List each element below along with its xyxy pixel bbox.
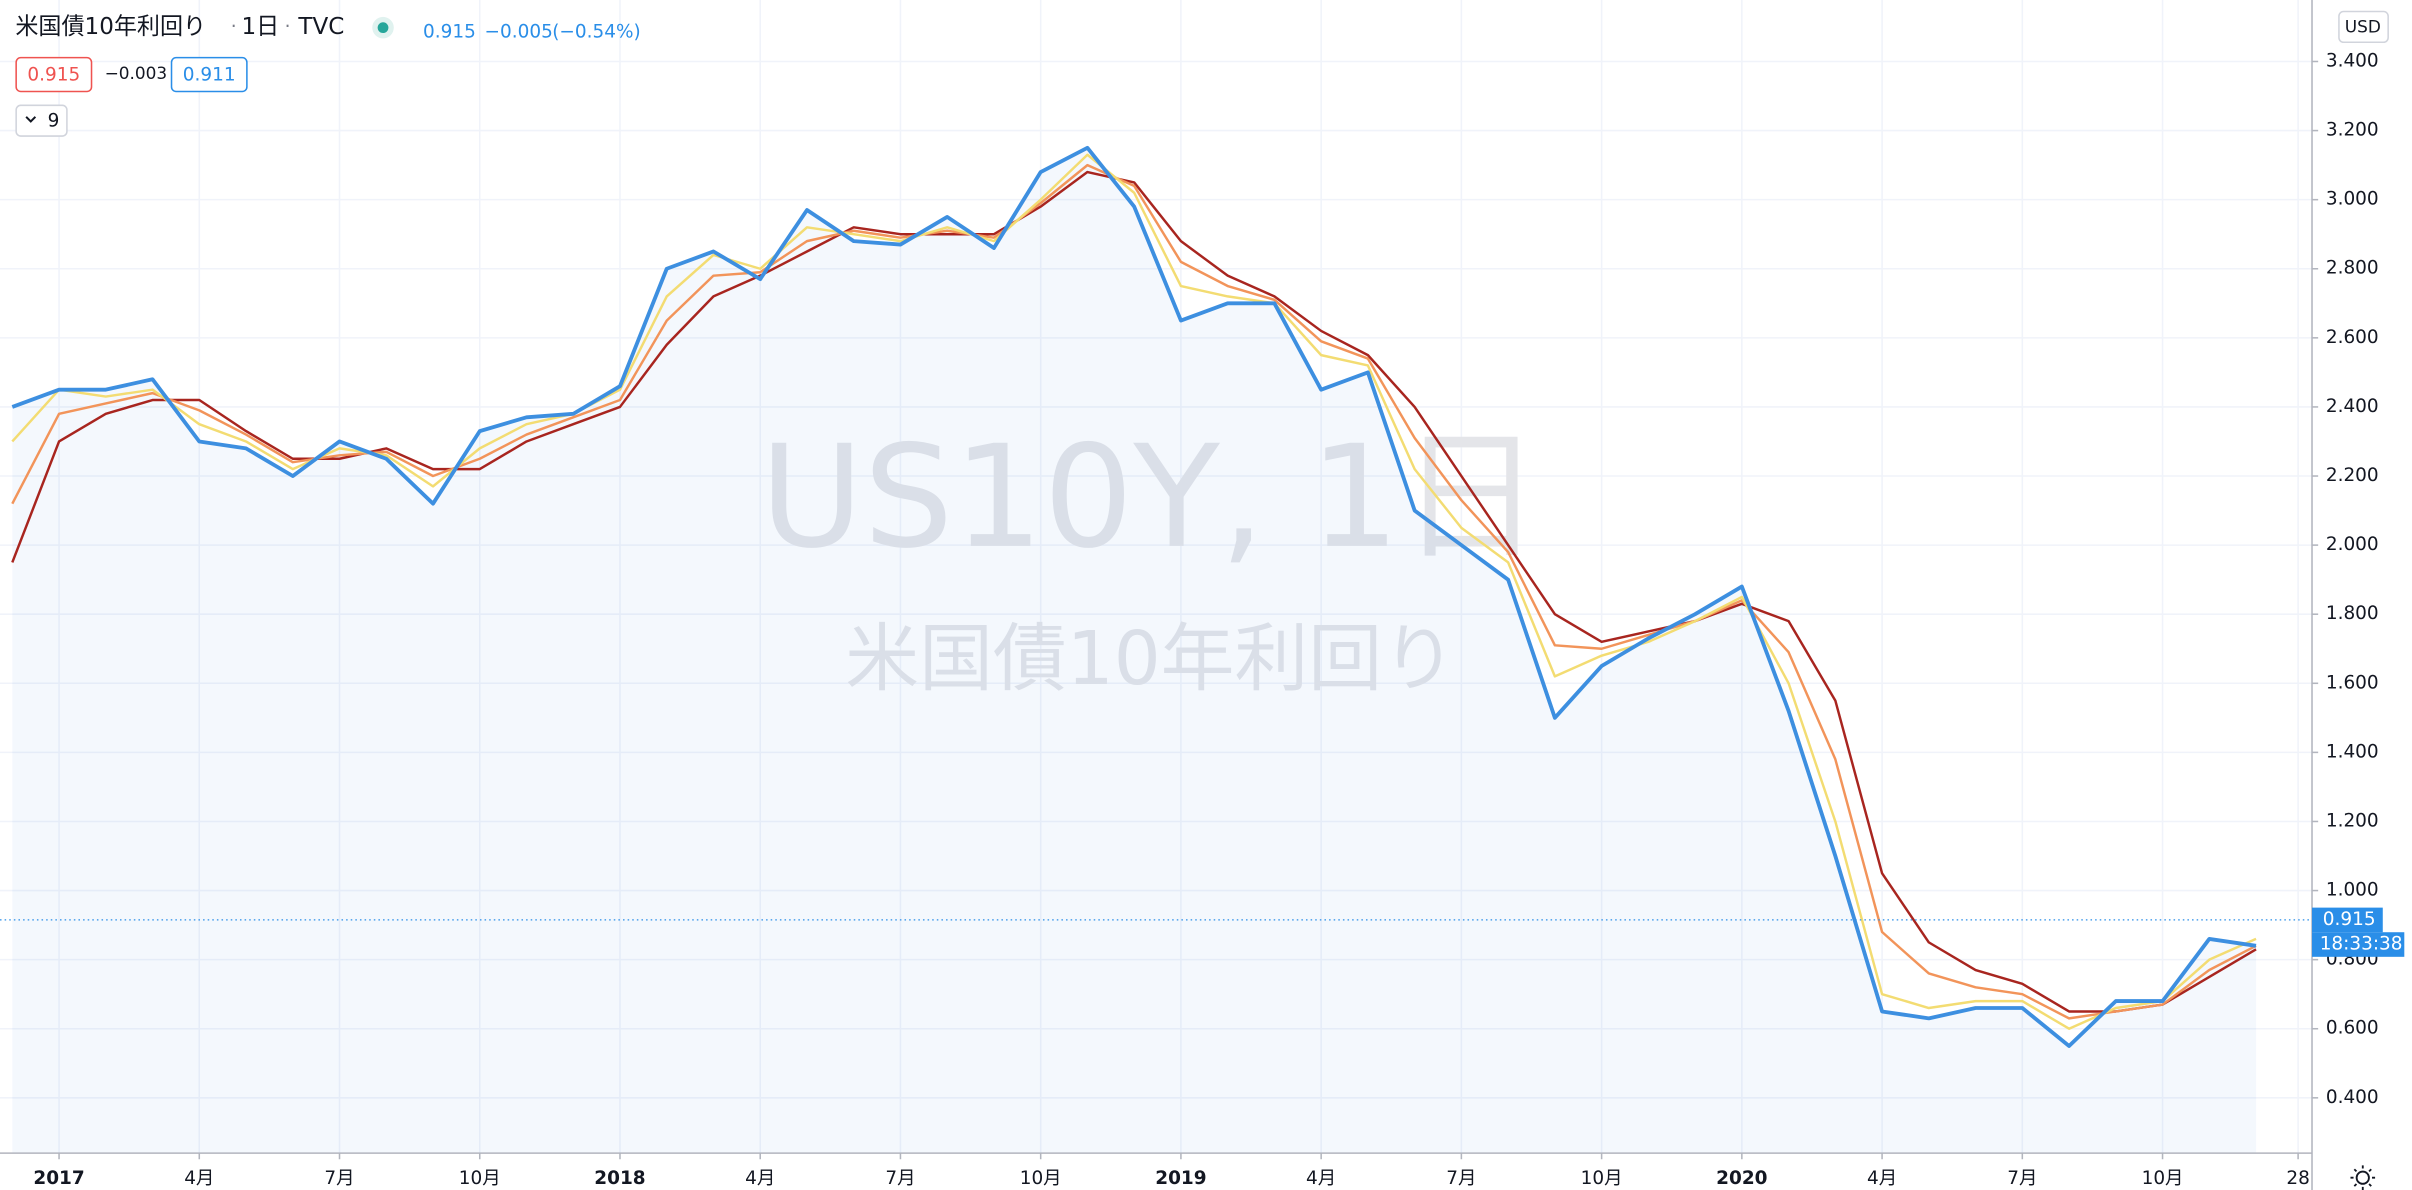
settings-icon[interactable] (2350, 1165, 2376, 1190)
last-price-badge (2312, 907, 2383, 933)
symbol-title[interactable]: 米国債10年利回り (15, 14, 206, 40)
countdown-badge (2312, 932, 2405, 957)
price-line (11, 145, 2257, 1048)
y-tick-label: 1.200 (2326, 810, 2379, 831)
watermark-description: 米国債10年利回り (845, 616, 1456, 702)
x-tick-label: 4月 (1306, 1168, 1336, 1189)
exchange: TVC (297, 14, 344, 40)
indicator-value: 0.911 (183, 64, 236, 85)
x-tick-label: 28 (2286, 1168, 2309, 1189)
grid (0, 0, 2313, 1154)
ribbon-line (11, 153, 2257, 1030)
x-tick-label: 10月 (2142, 1168, 2184, 1189)
collapse-button[interactable] (15, 104, 68, 137)
indicator-box[interactable] (170, 56, 248, 93)
y-tick-label: 0.400 (2326, 1087, 2379, 1108)
x-tick-label: 2019 (1155, 1168, 1206, 1189)
ribbon-line (11, 163, 2257, 1020)
x-tick-label: 2018 (594, 1168, 645, 1189)
indicator-box[interactable] (15, 56, 93, 93)
x-tick-label: 10月 (1020, 1168, 1062, 1189)
x-tick-label: 4月 (184, 1168, 214, 1189)
axes: 0.4000.6000.8001.0001.2001.4001.6001.800… (33, 50, 2405, 1189)
chevron-icon (25, 116, 37, 123)
x-tick-label: 7月 (2007, 1168, 2037, 1189)
x-tick-label: 7月 (885, 1168, 915, 1189)
area (12, 147, 2257, 1154)
market-status (377, 22, 389, 34)
ribbon-line (11, 170, 2257, 1013)
x-tick-label: 10月 (459, 1168, 501, 1189)
indicator-value: 0.915 (27, 64, 80, 85)
last-price-label: 0.915 (2323, 909, 2376, 930)
x-tick-label: 2017 (33, 1168, 84, 1189)
y-tick-label: 1.800 (2326, 603, 2379, 624)
y-tick-label: 2.800 (2326, 258, 2379, 279)
x-tick-label: 7月 (1446, 1168, 1476, 1189)
currency-button[interactable] (2338, 10, 2389, 44)
y-tick-label: 2.200 (2326, 465, 2379, 486)
countdown: 18:33:38 (2320, 934, 2403, 955)
x-tick-label: 4月 (1867, 1168, 1897, 1189)
y-tick-label: 2.600 (2326, 327, 2379, 348)
y-tick-label: 0.600 (2326, 1018, 2379, 1039)
change: −0.005 (485, 21, 553, 42)
plot (0, 145, 2313, 1154)
indicator-diff: −0.003 (105, 63, 168, 83)
y-tick-label: 3.200 (2326, 120, 2379, 141)
separator: · (231, 17, 237, 38)
change-percent: (−0.54%) (552, 21, 640, 42)
separator: · (285, 17, 291, 38)
y-tick-label: 3.400 (2326, 50, 2379, 71)
y-tick-label: 1.400 (2326, 741, 2379, 762)
y-tick-label: 3.000 (2326, 189, 2379, 210)
currency: USD (2345, 17, 2381, 37)
interval[interactable]: 1日 (242, 14, 280, 40)
y-tick-label: 1.600 (2326, 672, 2379, 693)
x-tick-label: 2020 (1716, 1168, 1767, 1189)
x-tick-label: 7月 (324, 1168, 354, 1189)
collapse-count: 9 (48, 110, 60, 131)
x-tick-label: 10月 (1581, 1168, 1623, 1189)
y-tick-label: 1.000 (2326, 880, 2379, 901)
y-tick-label: 2.400 (2326, 396, 2379, 417)
y-tick-label: 2.000 (2326, 534, 2379, 555)
last-value: 0.915 (423, 21, 476, 42)
x-tick-label: 4月 (745, 1168, 775, 1189)
